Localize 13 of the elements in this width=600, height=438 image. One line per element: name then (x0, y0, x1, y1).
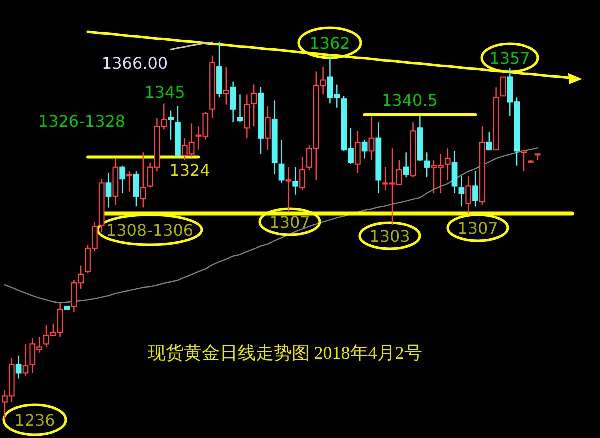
text: 现货黄金日线走势图 2018年4月2号 (148, 343, 422, 363)
annotation: 1345 (144, 83, 186, 102)
annotation: 1362 (310, 34, 350, 53)
annotation: 1324 (170, 161, 210, 180)
annotation: 1326-1328 (38, 112, 126, 131)
annotation: 1340.5 (382, 91, 438, 110)
annotation: 1366.00 (102, 54, 168, 73)
annotation: 1357 (490, 49, 530, 68)
annotation: 1303 (370, 227, 410, 246)
annotation: 1236 (14, 411, 56, 430)
annotation: 1307 (458, 219, 498, 238)
annotation: 1307 (270, 213, 310, 232)
annotation: 1308-1306 (106, 221, 194, 240)
